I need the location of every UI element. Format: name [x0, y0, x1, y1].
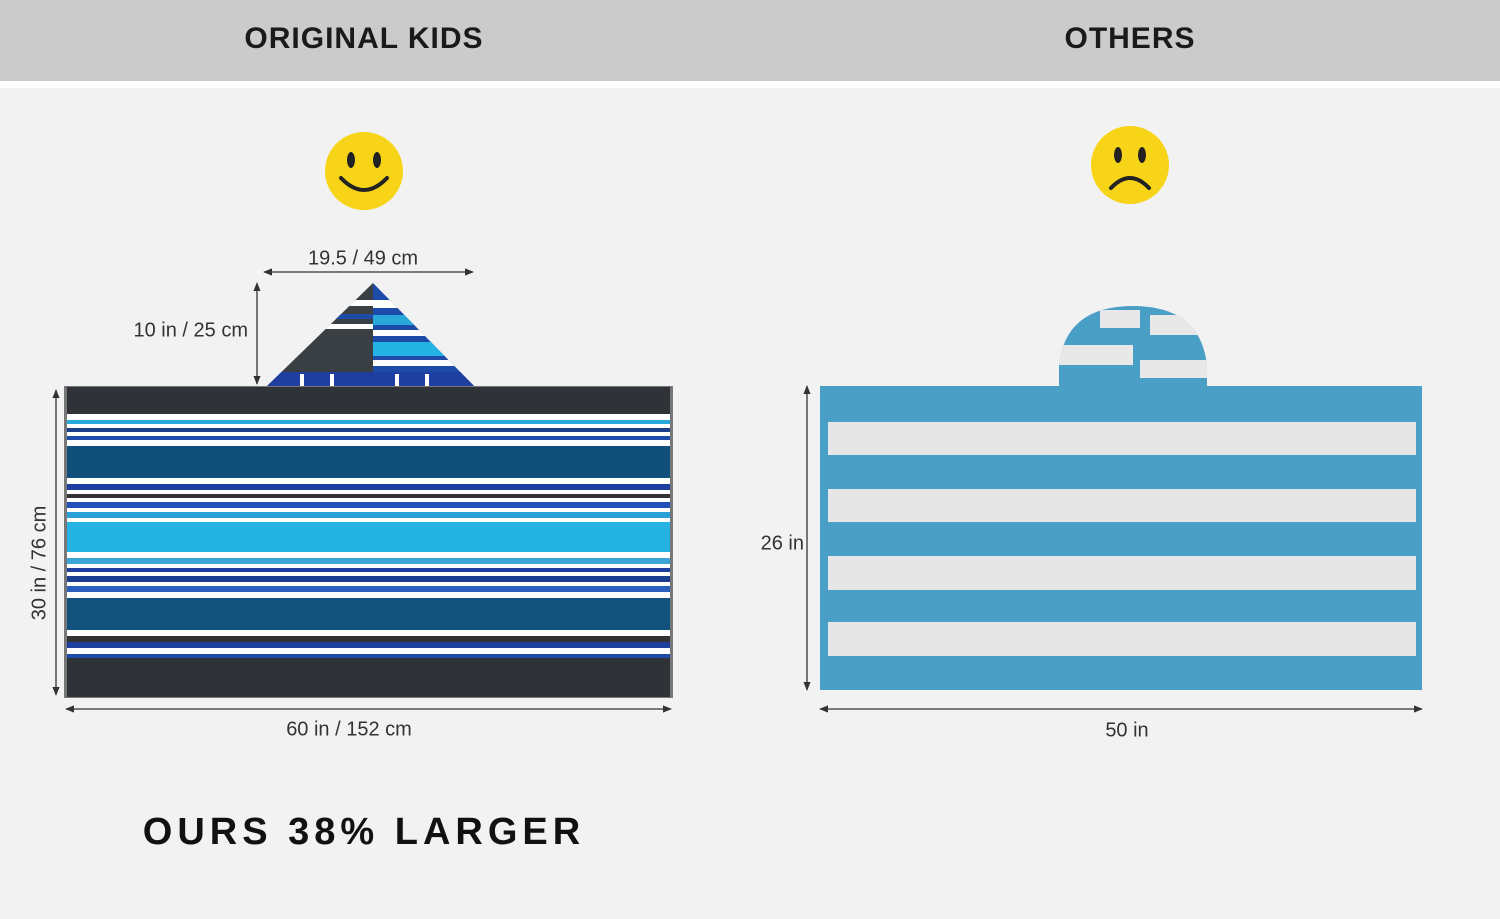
- header-band: [0, 0, 1500, 81]
- left-towel: [64, 386, 673, 698]
- towel-height-label: 30 in / 76 cm: [28, 506, 50, 621]
- right-title: OTHERS: [1064, 22, 1195, 55]
- other-width-label: 50 in: [1105, 719, 1148, 741]
- left-title: ORIGINAL KIDS: [244, 22, 483, 55]
- hood-width-label: 19.5 / 49 cm: [308, 247, 418, 269]
- claim: OURS 38% LARGER: [143, 811, 585, 853]
- towel-width-label: 60 in / 152 cm: [286, 718, 412, 740]
- right-towel: [820, 386, 1422, 690]
- happy-face: [325, 132, 403, 210]
- left-hood: [266, 283, 475, 387]
- header-divider: [0, 81, 1500, 88]
- right-hood: [1059, 306, 1207, 386]
- other-height-label: 26 in: [761, 532, 804, 554]
- sad-face: [1091, 126, 1169, 204]
- hood-height-label: 10 in / 25 cm: [133, 319, 248, 341]
